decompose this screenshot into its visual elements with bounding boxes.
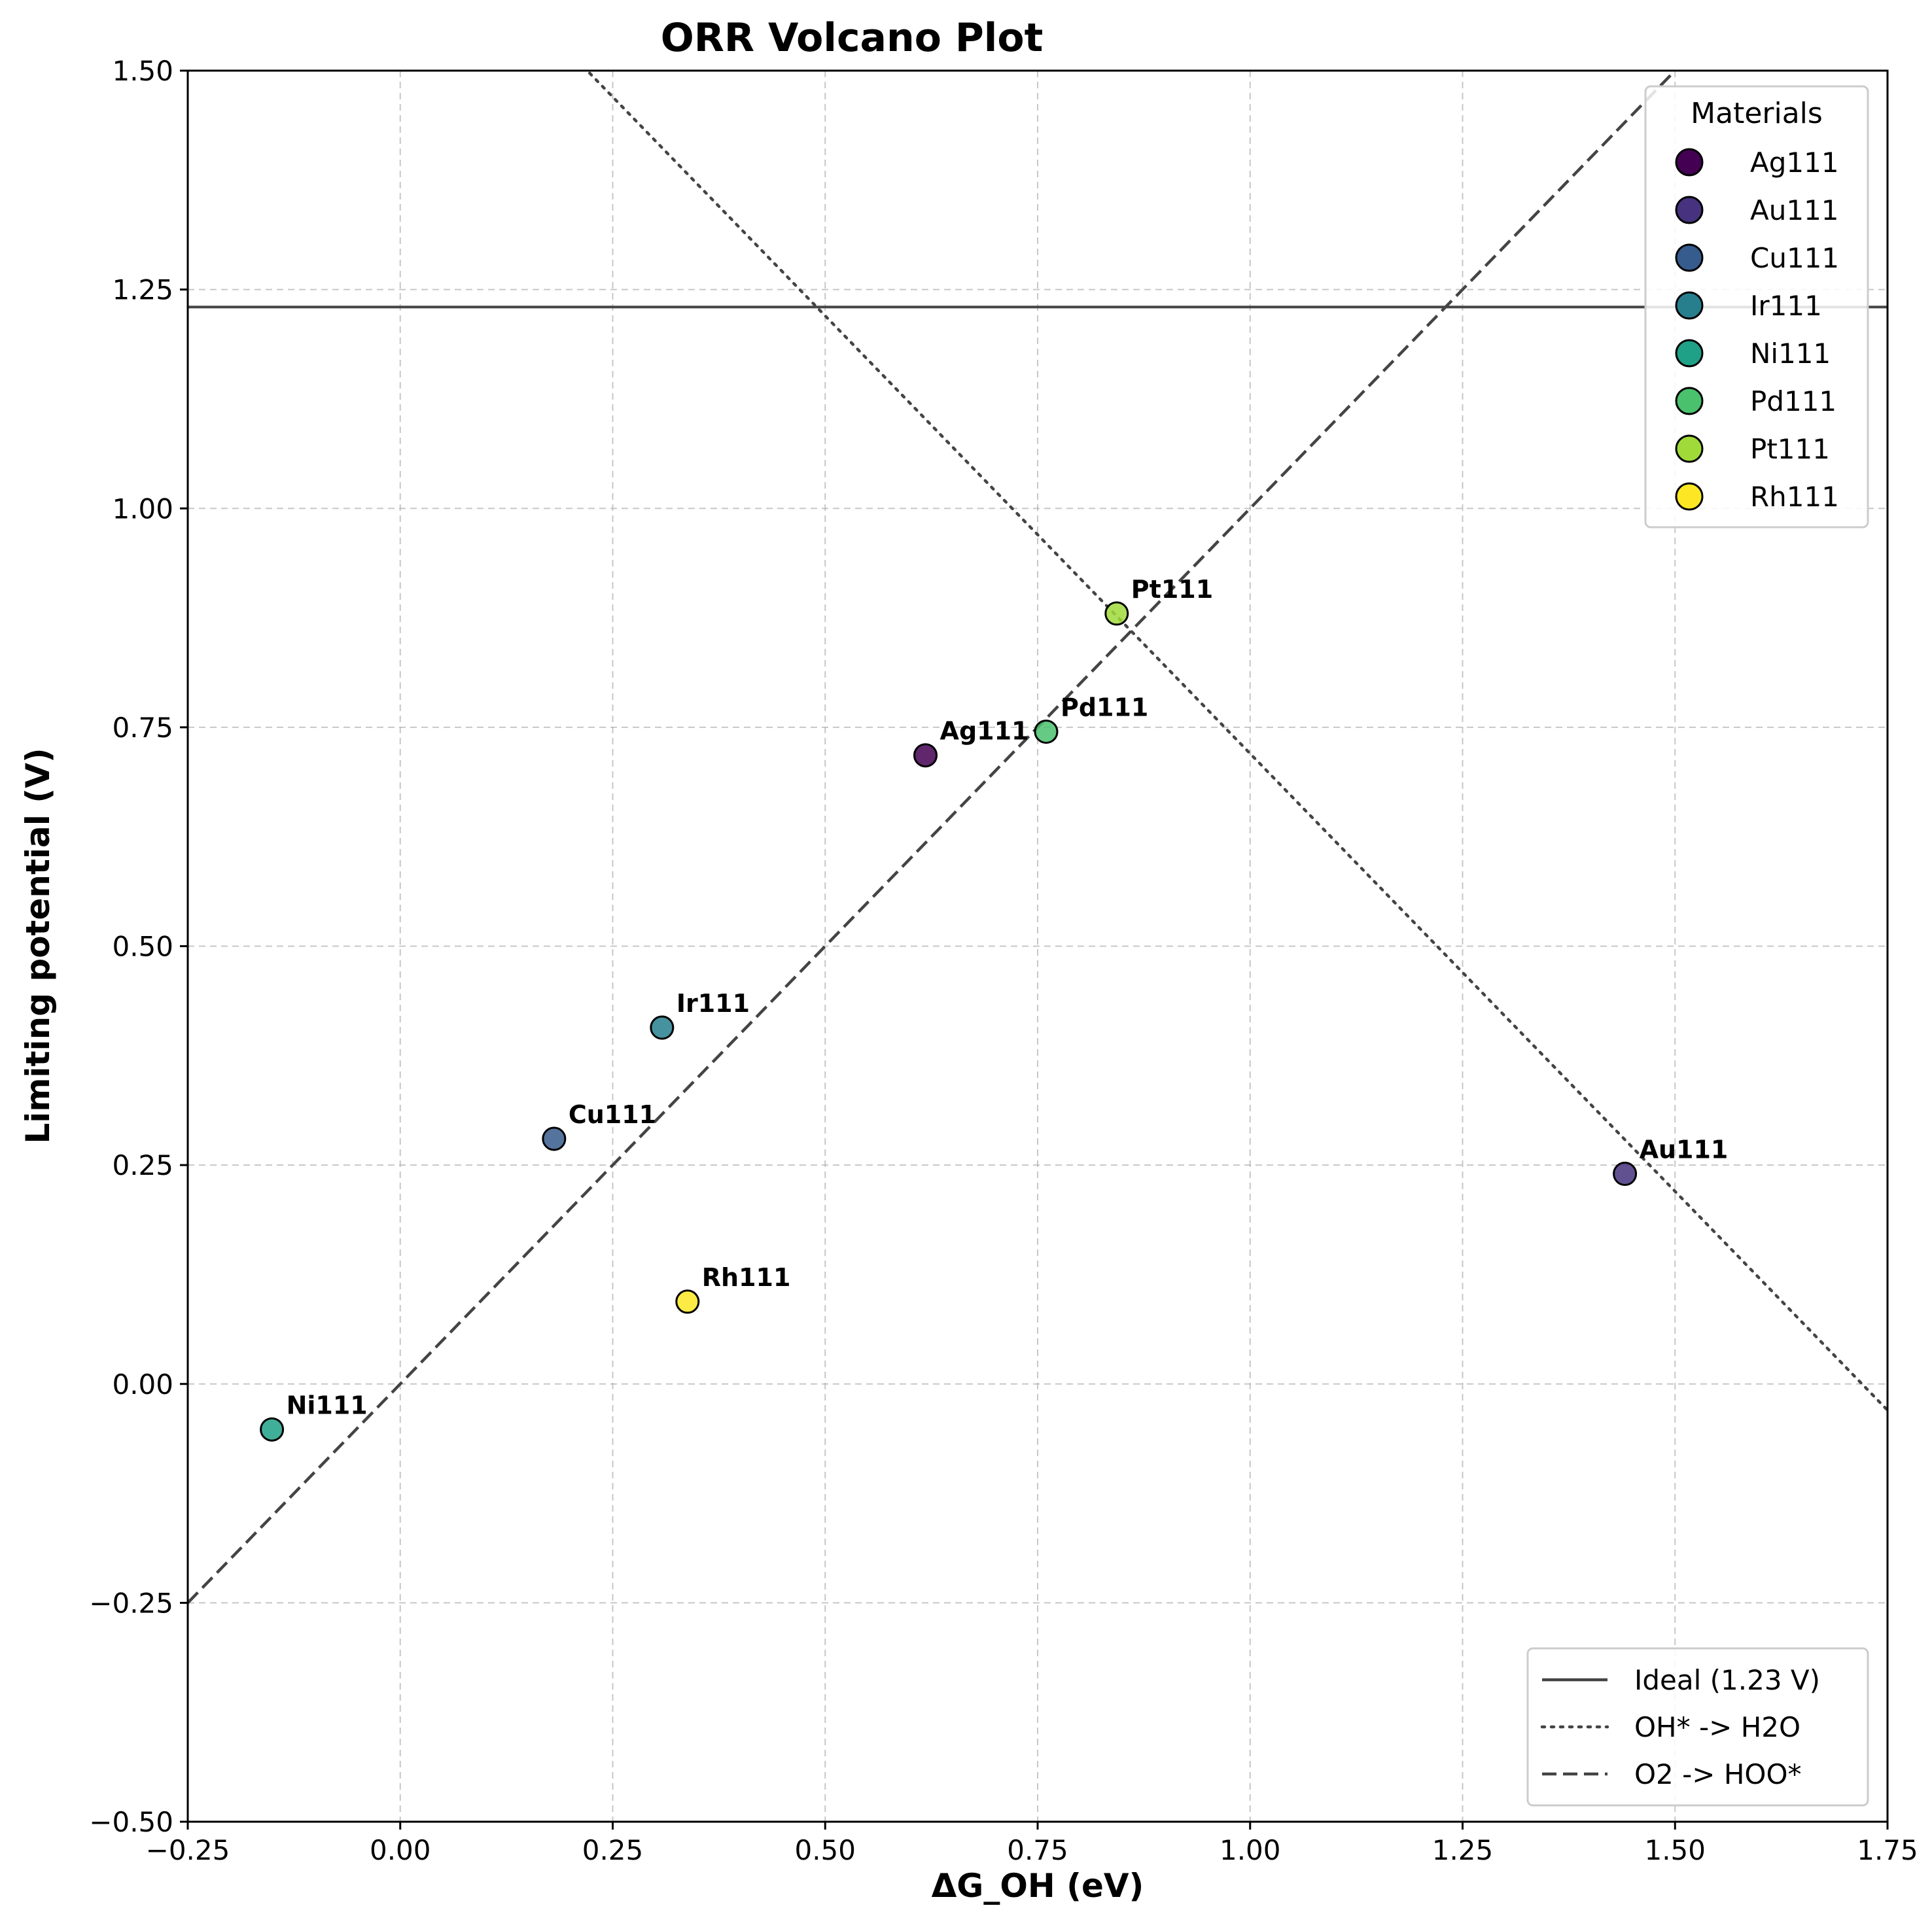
lines-legend-box — [1526, 1647, 1869, 1807]
y-tick-label: 1.50 — [112, 55, 173, 87]
chart-title: ORR Volcano Plot — [661, 15, 1044, 61]
legend-marker-pt111 — [1675, 434, 1704, 463]
point-pd111 — [1034, 720, 1059, 744]
point-label-ir111: Ir111 — [676, 989, 750, 1018]
legend-marker-ag111 — [1675, 148, 1704, 177]
legend-line-label-o2-hoo: O2 -> HOO* — [1634, 1758, 1802, 1790]
point-ag111 — [913, 743, 938, 768]
y-axis-ticks: −0.50 −0.25 0.00 0.25 0.50 0.75 1.00 1.25 1.50 — [89, 55, 188, 1838]
legend-label-ag111: Ag111 — [1750, 147, 1839, 179]
point-label-ni111: Ni111 — [287, 1391, 368, 1419]
point-label-au111: Au111 — [1640, 1136, 1729, 1164]
y-tick-label: −0.25 — [89, 1587, 173, 1619]
legend-marker-ni111 — [1675, 339, 1704, 368]
legend-marker-rh111 — [1675, 482, 1704, 511]
y-tick-label: 0.00 — [112, 1368, 173, 1400]
legend-label-ni111: Ni111 — [1750, 338, 1831, 370]
y-tick-label: 0.75 — [112, 712, 173, 744]
x-tick-label: 0.50 — [794, 1834, 856, 1866]
x-tick-label: 1.50 — [1644, 1834, 1706, 1866]
materials-legend-title: Materials — [1691, 97, 1823, 130]
legend-marker-pd111 — [1675, 387, 1704, 415]
y-tick-label: 1.00 — [112, 493, 173, 525]
data-points — [260, 601, 1638, 1442]
point-label-rh111: Rh111 — [702, 1263, 791, 1292]
y-tick-label: 0.25 — [112, 1149, 173, 1181]
legend-label-pd111: Pd111 — [1750, 385, 1836, 417]
point-rh111 — [675, 1289, 700, 1314]
x-tick-label: 1.75 — [1857, 1834, 1918, 1866]
point-label-pd111: Pd111 — [1061, 693, 1148, 722]
lines-legend: Ideal (1.23 V) OH* -> H2O O2 -> HOO* — [1526, 1647, 1869, 1807]
legend-marker-cu111 — [1675, 243, 1704, 272]
point-label-ag111: Ag111 — [940, 717, 1029, 746]
point-label-cu111: Cu111 — [569, 1100, 656, 1129]
x-axis-title: ΔG_OH (eV) — [932, 1867, 1144, 1905]
y-tick-label: 0.50 — [112, 931, 173, 963]
x-tick-label: −0.25 — [146, 1834, 230, 1866]
materials-legend: Materials Ag111 Au111 Cu111 Ir111 Ni111 Pd111 P… — [1644, 85, 1869, 529]
point-cu111 — [542, 1126, 567, 1151]
legend-label-au111: Au111 — [1750, 194, 1839, 226]
y-axis-title: Limiting potential (V) — [19, 748, 57, 1143]
x-axis-ticks: −0.25 0.00 0.25 0.50 0.75 1.00 1.25 1.50 1.75 — [146, 1822, 1918, 1866]
line-oh-h2o — [585, 71, 1888, 1412]
legend-label-pt111: Pt111 — [1750, 433, 1830, 465]
legend-marker-ir111 — [1675, 291, 1704, 320]
point-ir111 — [650, 1015, 675, 1040]
point-labels: Ag111 Au111 Cu111 Ir111 Ni111 Pd111 Pt111 Rh111 — [287, 575, 1729, 1419]
materials-legend-box — [1644, 85, 1869, 529]
point-pt111 — [1104, 601, 1129, 626]
x-tick-label: 1.25 — [1432, 1834, 1494, 1866]
legend-label-ir111: Ir111 — [1750, 290, 1822, 322]
legend-line-label-oh-h2o: OH* -> H2O — [1634, 1711, 1800, 1743]
x-tick-label: 0.25 — [582, 1834, 644, 1866]
legend-label-rh111: Rh111 — [1750, 481, 1839, 513]
legend-line-label-ideal-1-23-v: Ideal (1.23 V) — [1634, 1664, 1820, 1696]
y-tick-label: 1.25 — [112, 274, 173, 306]
x-tick-label: 0.75 — [1007, 1834, 1068, 1866]
point-ni111 — [260, 1417, 285, 1442]
y-tick-label: −0.50 — [89, 1806, 173, 1838]
x-tick-label: 0.00 — [370, 1834, 431, 1866]
x-tick-label: 1.00 — [1220, 1834, 1281, 1866]
grid — [188, 71, 1888, 1822]
point-au111 — [1613, 1162, 1638, 1187]
legend-label-cu111: Cu111 — [1750, 242, 1839, 274]
legend-marker-au111 — [1675, 196, 1704, 224]
point-label-pt111: Pt111 — [1131, 575, 1213, 604]
